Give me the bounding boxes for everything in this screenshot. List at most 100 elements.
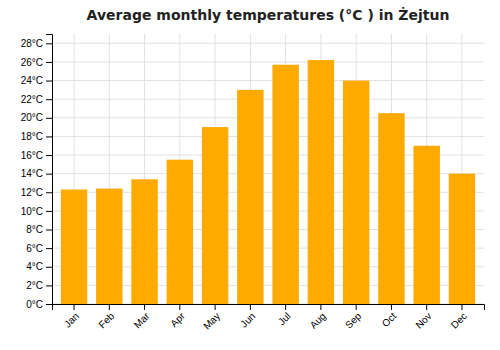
x-tick: Mar bbox=[132, 304, 152, 330]
x-tick-label: Aug bbox=[308, 310, 328, 330]
x-tick-mark bbox=[215, 304, 216, 310]
bar bbox=[272, 65, 298, 304]
x-tick: Apr bbox=[168, 304, 187, 329]
x-tick-label: Jan bbox=[62, 310, 81, 329]
plot-area: 0°C 2°C 4°C 6°C 8°C 10°C 12°C 14°C 16°C 18°C 20°C 2… bbox=[21, 34, 485, 332]
x-tick: Jun bbox=[238, 304, 257, 330]
x-tick-label: Apr bbox=[168, 310, 187, 329]
x-tick: Jan bbox=[62, 304, 81, 330]
y-tick: 22°C bbox=[21, 94, 52, 105]
x-tick-label: Oct bbox=[380, 310, 399, 329]
x-tick-label: Dec bbox=[449, 310, 469, 330]
x-tick: Sep bbox=[343, 304, 364, 331]
y-tick-mark bbox=[46, 62, 52, 63]
y-axis: 0°C 2°C 4°C 6°C 8°C 10°C 12°C 14°C 16°C 18°C 20°C 2… bbox=[21, 35, 53, 310]
x-tick-mark bbox=[109, 304, 110, 310]
y-tick: 24°C bbox=[21, 75, 52, 86]
y-tick: 26°C bbox=[21, 57, 52, 68]
x-tick-label: Sep bbox=[343, 310, 364, 331]
y-tick-label: 28°C bbox=[21, 38, 43, 49]
y-tick-label: 12°C bbox=[21, 187, 43, 198]
y-tick: 2°C bbox=[26, 280, 52, 291]
x-tick: Oct bbox=[380, 304, 399, 329]
y-tick-mark bbox=[46, 248, 52, 249]
title: Average monthly temperatures (°C ) in Że… bbox=[87, 7, 450, 23]
y-tick-mark bbox=[46, 99, 52, 100]
x-tick-mark bbox=[391, 304, 392, 310]
x-tick: Dec bbox=[449, 304, 469, 331]
x-axis: JanFebMarAprMayJunJulAugSepOctNovDec bbox=[53, 304, 485, 332]
x-tick-label: Jun bbox=[238, 310, 257, 329]
bars bbox=[61, 60, 475, 304]
x-tick-mark bbox=[74, 304, 75, 310]
y-tick: 10°C bbox=[21, 206, 52, 217]
y-tick-mark bbox=[46, 43, 52, 44]
grid-line-y bbox=[52, 43, 484, 44]
x-tick-mark bbox=[461, 304, 462, 310]
chart: 0°C 2°C 4°C 6°C 8°C 10°C 12°C 14°C 16°C 18°C 20°C 2… bbox=[0, 0, 500, 350]
bar bbox=[413, 146, 439, 304]
bar bbox=[167, 160, 193, 304]
y-tick: 20°C bbox=[21, 112, 52, 123]
bar bbox=[378, 113, 404, 304]
x-tick-mark bbox=[144, 304, 145, 310]
bar bbox=[96, 189, 122, 304]
bar bbox=[131, 179, 157, 304]
y-tick: 6°C bbox=[26, 243, 52, 254]
y-tick-label: 14°C bbox=[21, 168, 43, 179]
y-tick: 12°C bbox=[21, 187, 52, 198]
y-tick: 16°C bbox=[21, 150, 52, 161]
y-tick-label: 26°C bbox=[21, 57, 43, 68]
y-tick-label: 0°C bbox=[26, 299, 43, 310]
x-tick: May bbox=[201, 304, 222, 332]
y-tick: 28°C bbox=[21, 38, 52, 49]
y-tick-mark bbox=[46, 174, 52, 175]
bar bbox=[202, 127, 228, 304]
x-tick-mark bbox=[426, 304, 427, 310]
y-tick: 14°C bbox=[21, 168, 52, 179]
grid-line-y bbox=[52, 61, 484, 62]
x-tick: Feb bbox=[96, 304, 116, 330]
x-tick-mark bbox=[356, 304, 357, 310]
y-tick-label: 18°C bbox=[21, 131, 43, 142]
x-axis-line bbox=[53, 305, 485, 311]
x-tick-label: May bbox=[201, 310, 222, 331]
y-tick-mark bbox=[46, 155, 52, 156]
y-tick-label: 20°C bbox=[21, 112, 43, 123]
y-tick-label: 2°C bbox=[26, 280, 43, 291]
y-tick-label: 22°C bbox=[21, 94, 43, 105]
y-tick-mark bbox=[46, 211, 52, 212]
y-tick-mark bbox=[46, 267, 52, 268]
grid bbox=[52, 34, 484, 304]
y-tick-label: 16°C bbox=[21, 150, 43, 161]
bar bbox=[449, 174, 475, 304]
bar bbox=[237, 90, 263, 304]
y-tick-label: 10°C bbox=[21, 206, 43, 217]
y-tick-mark bbox=[46, 230, 52, 231]
x-tick-label: Nov bbox=[413, 310, 433, 330]
bar bbox=[308, 60, 334, 304]
y-tick-label: 8°C bbox=[26, 224, 43, 235]
y-tick-mark bbox=[46, 192, 52, 193]
x-tick: Nov bbox=[413, 304, 433, 331]
grid-line-y bbox=[52, 136, 484, 137]
y-tick-mark bbox=[46, 304, 52, 305]
y-tick: 0°C bbox=[26, 299, 52, 310]
y-tick-mark bbox=[46, 118, 52, 119]
y-tick: 8°C bbox=[26, 224, 52, 235]
y-tick-mark bbox=[46, 136, 52, 137]
x-tick-label: Feb bbox=[96, 310, 116, 330]
x-tick-mark bbox=[179, 304, 180, 310]
y-tick-label: 4°C bbox=[26, 261, 43, 272]
y-tick-label: 24°C bbox=[21, 75, 43, 86]
grid-line-y bbox=[52, 117, 484, 118]
y-axis-line bbox=[46, 35, 53, 305]
y-tick-mark bbox=[46, 81, 52, 82]
x-tick-label: Mar bbox=[132, 310, 152, 330]
bar bbox=[61, 189, 87, 304]
grid-line-y bbox=[52, 80, 484, 81]
x-tick-mark bbox=[320, 304, 321, 310]
y-tick-label: 6°C bbox=[26, 243, 43, 254]
y-tick: 18°C bbox=[21, 131, 52, 142]
y-tick: 4°C bbox=[26, 261, 52, 272]
